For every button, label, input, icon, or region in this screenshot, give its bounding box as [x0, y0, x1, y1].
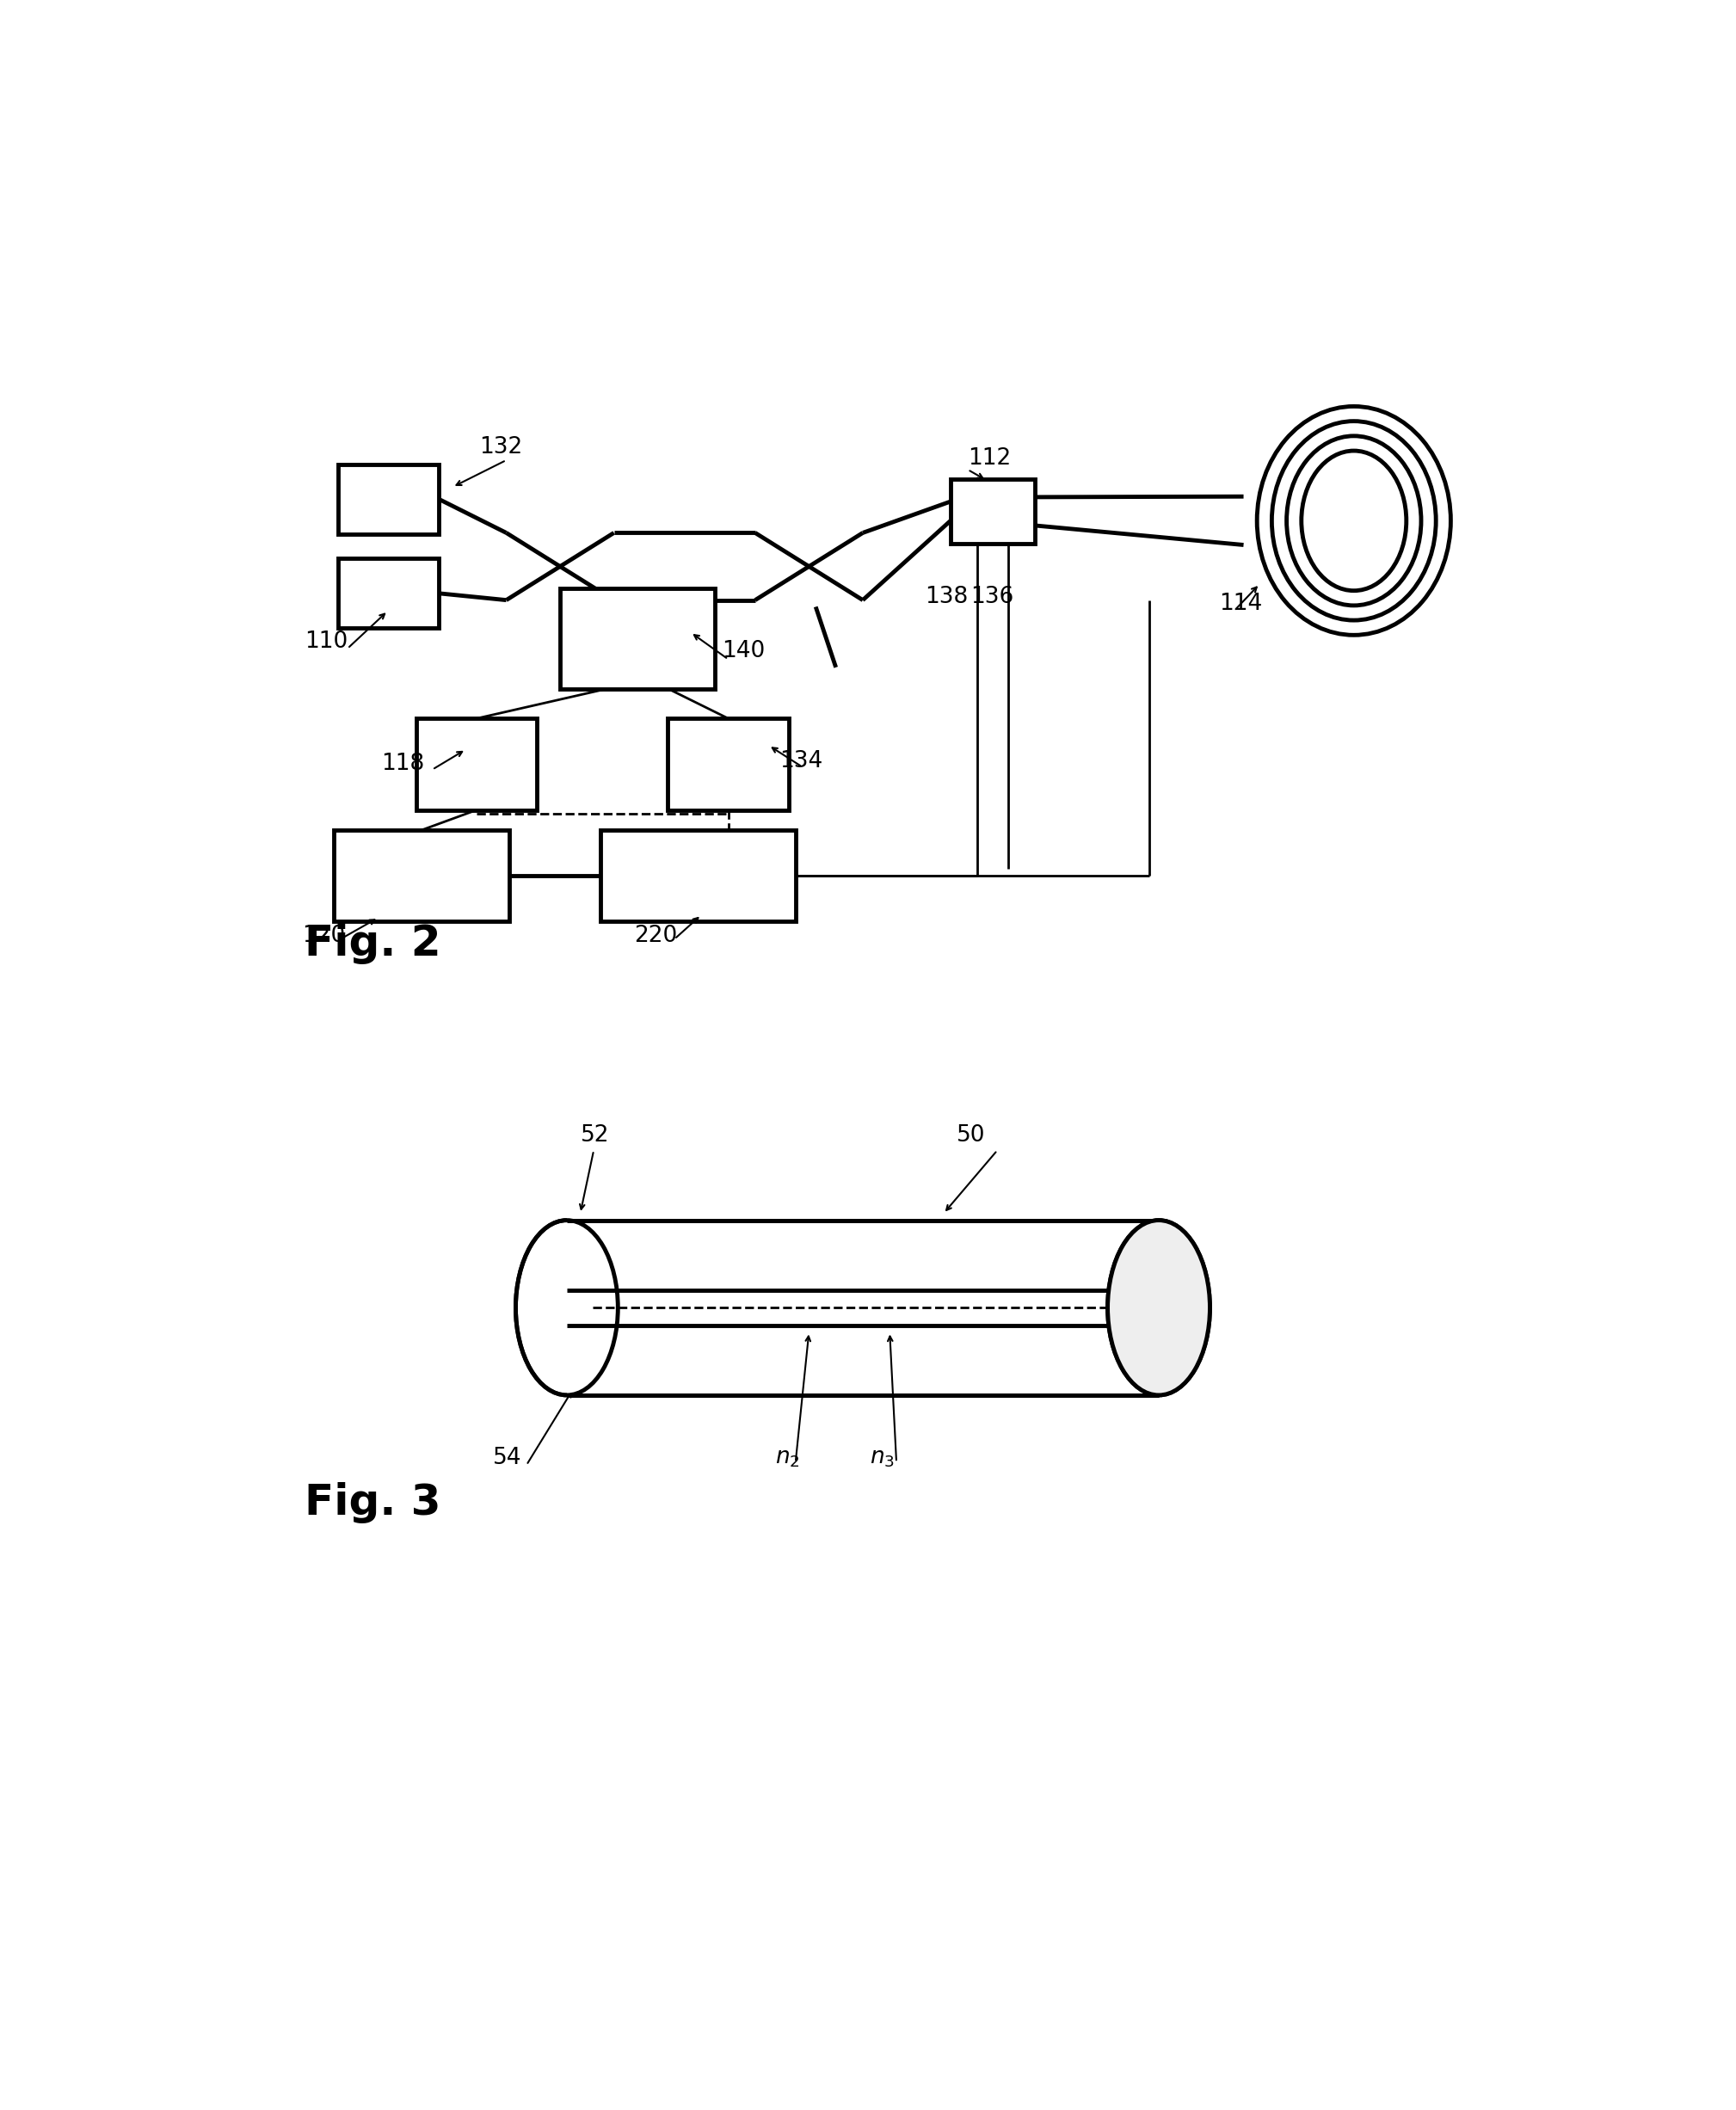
Ellipse shape [1272, 422, 1436, 620]
Text: Fig. 2: Fig. 2 [304, 924, 441, 964]
Text: 138: 138 [925, 587, 969, 608]
Text: $n_2$: $n_2$ [776, 1447, 800, 1469]
Bar [601, 829, 795, 922]
Bar [566, 1220, 1158, 1395]
Ellipse shape [1257, 407, 1451, 635]
Text: 136: 136 [970, 587, 1014, 608]
Text: 112: 112 [967, 447, 1010, 471]
Bar [668, 720, 788, 810]
Bar [339, 464, 439, 534]
Ellipse shape [516, 1220, 618, 1395]
Text: 220: 220 [634, 924, 677, 947]
Text: 120: 120 [302, 924, 345, 947]
Text: $n_3$: $n_3$ [870, 1447, 894, 1469]
Bar [339, 559, 439, 629]
Text: 54: 54 [493, 1447, 521, 1469]
Text: 52: 52 [580, 1125, 609, 1146]
Bar [417, 720, 536, 810]
Text: 118: 118 [382, 753, 424, 774]
Text: 114: 114 [1219, 593, 1262, 614]
Ellipse shape [1108, 1220, 1210, 1395]
Text: 132: 132 [479, 437, 523, 458]
Text: 140: 140 [722, 639, 766, 663]
Text: 134: 134 [779, 749, 823, 772]
Text: 116: 116 [1394, 565, 1437, 589]
Ellipse shape [1302, 452, 1406, 591]
Ellipse shape [1108, 1220, 1210, 1395]
Bar [561, 589, 715, 688]
Bar [333, 829, 509, 922]
Text: Fig. 3: Fig. 3 [304, 1481, 441, 1523]
Text: 50: 50 [957, 1125, 986, 1146]
Text: 110: 110 [304, 631, 347, 652]
Ellipse shape [1286, 437, 1422, 606]
Bar [950, 479, 1035, 544]
